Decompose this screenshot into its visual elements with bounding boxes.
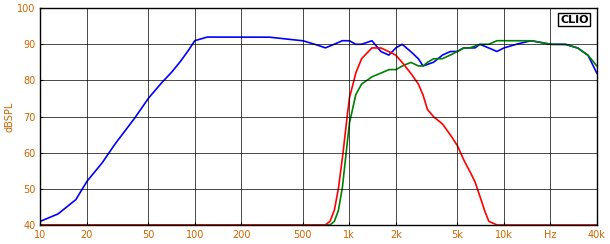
Y-axis label: dBSPL: dBSPL [4, 101, 14, 132]
Text: CLIO: CLIO [560, 15, 589, 25]
